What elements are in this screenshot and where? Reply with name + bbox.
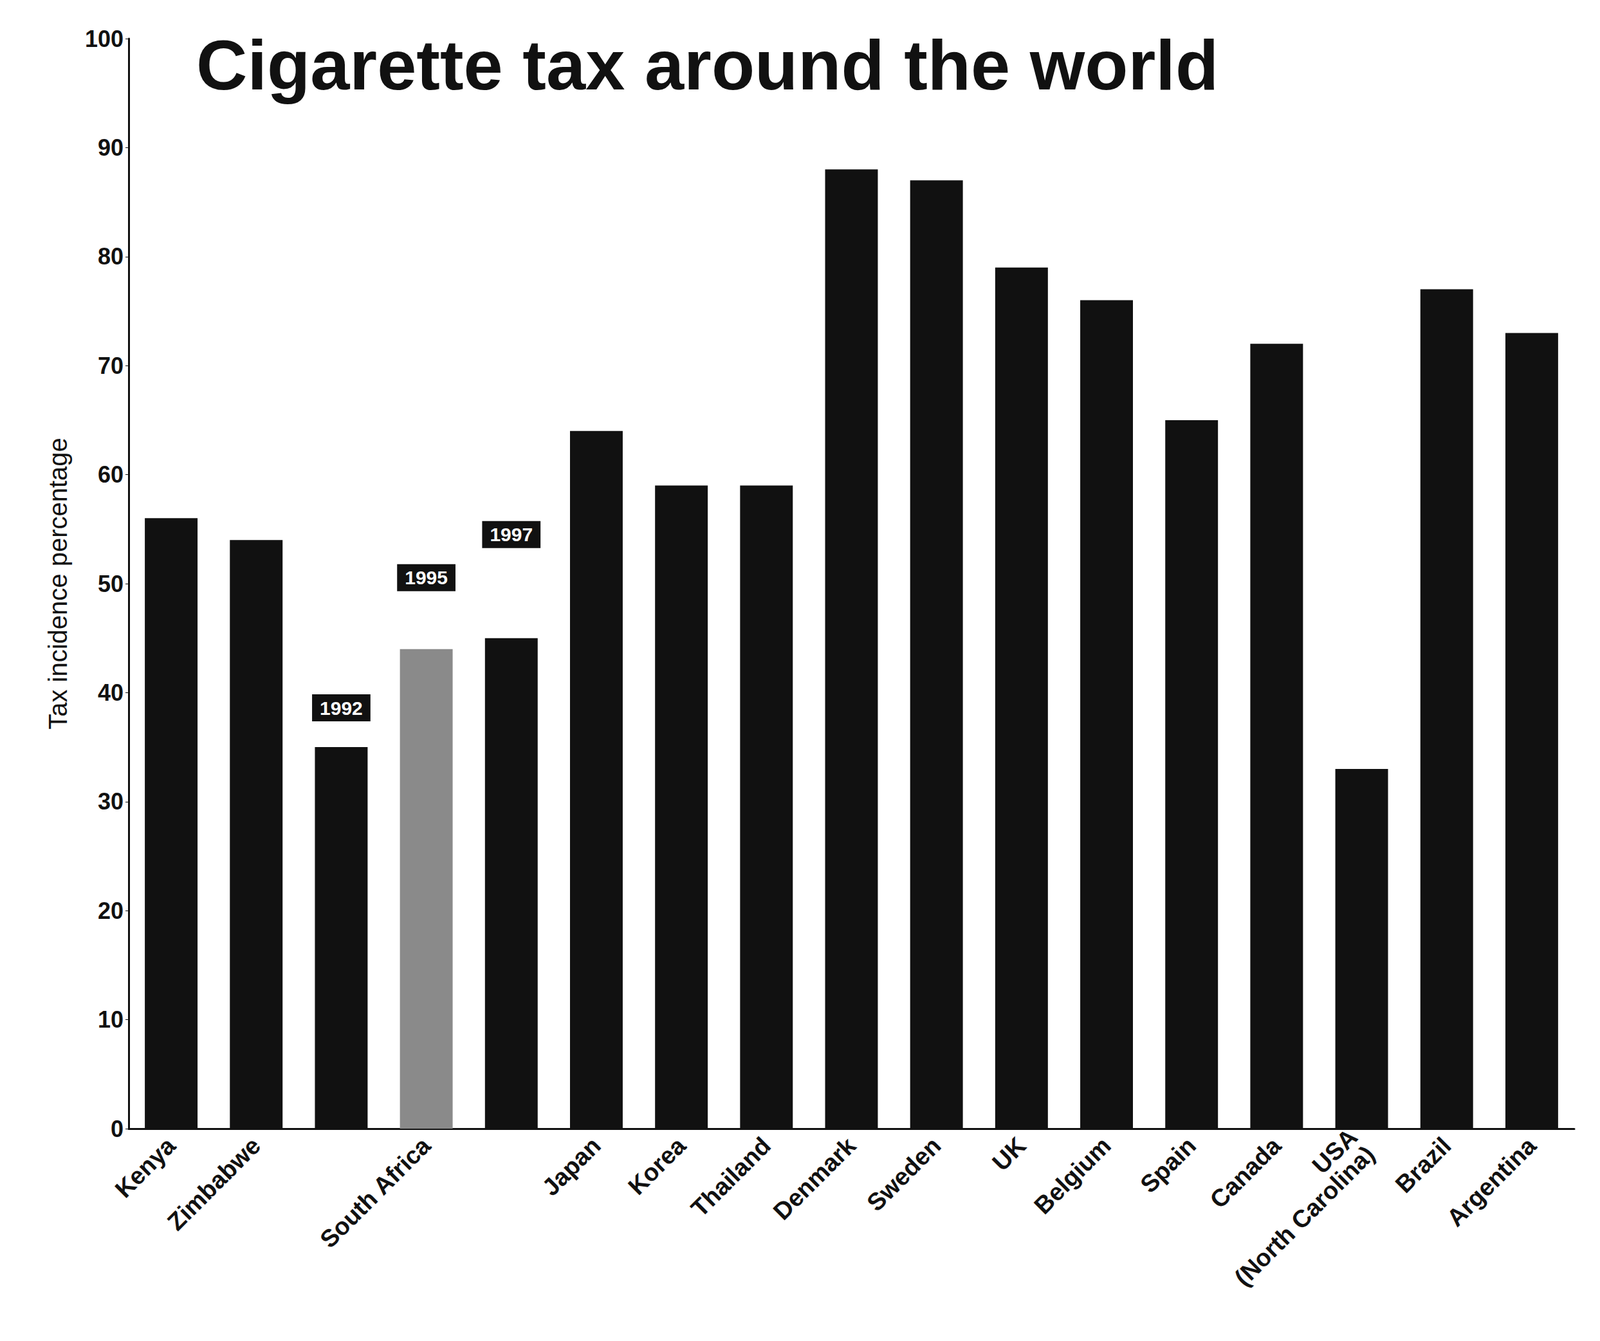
svg-text:Canada: Canada	[1204, 1131, 1287, 1214]
svg-text:Thailand: Thailand	[685, 1131, 776, 1222]
svg-text:1997: 1997	[489, 523, 533, 545]
svg-text:Sweden: Sweden	[861, 1131, 946, 1216]
svg-text:20: 20	[97, 897, 124, 924]
svg-text:UK: UK	[986, 1131, 1032, 1177]
svg-text:1995: 1995	[404, 566, 448, 589]
svg-text:40: 40	[97, 679, 124, 706]
svg-text:USA: USA	[1307, 1123, 1363, 1179]
svg-text:100: 100	[84, 25, 124, 53]
svg-text:Tax incidence percentage: Tax incidence percentage	[43, 437, 73, 730]
svg-text:60: 60	[97, 461, 124, 488]
svg-text:Kenya: Kenya	[110, 1131, 182, 1204]
svg-text:90: 90	[97, 134, 124, 161]
svg-text:Brazil: Brazil	[1390, 1131, 1457, 1198]
svg-text:South Africa: South Africa	[314, 1131, 437, 1254]
svg-text:Spain: Spain	[1134, 1131, 1202, 1198]
svg-text:1992: 1992	[319, 697, 363, 719]
svg-text:10: 10	[97, 1006, 124, 1033]
svg-text:Japan: Japan	[536, 1131, 606, 1201]
svg-text:50: 50	[97, 570, 124, 598]
svg-text:Denmark: Denmark	[768, 1131, 862, 1225]
svg-text:Zimbabwe: Zimbabwe	[162, 1131, 266, 1236]
svg-text:Argentina: Argentina	[1441, 1131, 1543, 1233]
svg-text:Belgium: Belgium	[1028, 1131, 1117, 1220]
svg-text:70: 70	[97, 352, 124, 379]
svg-text:(North Carolina): (North Carolina)	[1229, 1140, 1380, 1292]
svg-text:30: 30	[97, 788, 124, 815]
svg-text:Korea: Korea	[622, 1131, 691, 1200]
svg-text:80: 80	[97, 243, 124, 270]
svg-text:0: 0	[110, 1115, 124, 1142]
svg-text:Cigarette tax around the world: Cigarette tax around the world	[196, 25, 1219, 105]
